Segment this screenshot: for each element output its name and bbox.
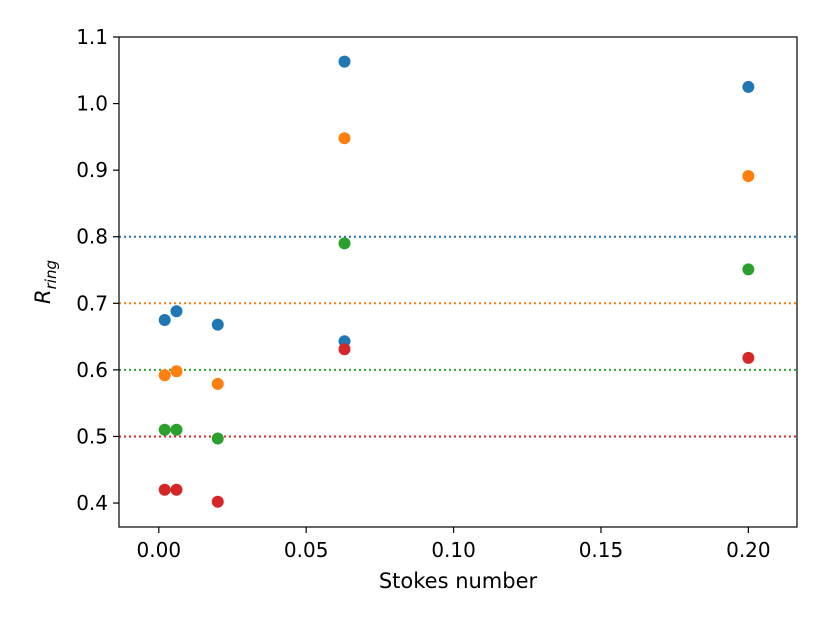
- x-axis-title: Stokes number: [379, 569, 538, 593]
- x-tick-label-0: 0.00: [137, 538, 182, 562]
- x-axis-ticks: 0.00 0.05 0.10 0.15 0.20: [137, 527, 771, 562]
- data-point-s1-3: [338, 132, 351, 145]
- data-point-s1-1: [170, 365, 183, 378]
- data-point-s2-0: [158, 423, 171, 436]
- x-tick-label-4: 0.20: [726, 538, 771, 562]
- data-point-s1-0: [158, 369, 171, 382]
- data-point-s3-4: [742, 351, 755, 364]
- data-point-s2-2: [211, 432, 224, 445]
- x-tick-label-1: 0.05: [284, 538, 329, 562]
- y-tick-label-6: 1.0: [76, 92, 108, 116]
- data-point-s2-3: [338, 237, 351, 250]
- y-axis-title: Rring: [31, 260, 60, 304]
- data-point-s3-1: [170, 483, 183, 496]
- data-point-s0-3: [338, 55, 351, 68]
- data-point-s0-2: [211, 318, 224, 331]
- plot-area-frame: [118, 36, 798, 528]
- y-axis-title-main: R: [31, 289, 55, 304]
- y-tick-label-0: 0.4: [76, 491, 108, 515]
- y-tick-label-5: 0.9: [76, 158, 108, 182]
- y-axis-ticks: 0.4 0.5 0.6 0.7 0.8 0.9 1.0 1.1: [76, 25, 119, 515]
- y-tick-label-7: 1.1: [76, 25, 108, 49]
- data-point-s1-4: [742, 170, 755, 183]
- y-tick-label-1: 0.5: [76, 424, 108, 448]
- data-point-s0-0: [158, 313, 171, 326]
- y-tick-label-2: 0.6: [76, 358, 108, 382]
- data-point-s1-2: [211, 377, 224, 390]
- data-points: [158, 55, 755, 508]
- data-point-s2-1: [170, 423, 183, 436]
- reference-lines: [119, 235, 797, 438]
- data-point-s3-2: [211, 495, 224, 508]
- data-point-s3-0: [158, 483, 171, 496]
- x-tick-label-2: 0.10: [431, 538, 476, 562]
- y-axis-title-subscript: ring: [42, 260, 60, 289]
- y-tick-label-4: 0.8: [76, 225, 108, 249]
- data-point-s2-4: [742, 263, 755, 276]
- data-point-s0-1: [170, 305, 183, 318]
- data-point-s3-3: [338, 343, 351, 356]
- x-tick-label-3: 0.15: [579, 538, 624, 562]
- data-point-s0-5: [742, 80, 755, 93]
- y-tick-label-3: 0.7: [76, 291, 108, 315]
